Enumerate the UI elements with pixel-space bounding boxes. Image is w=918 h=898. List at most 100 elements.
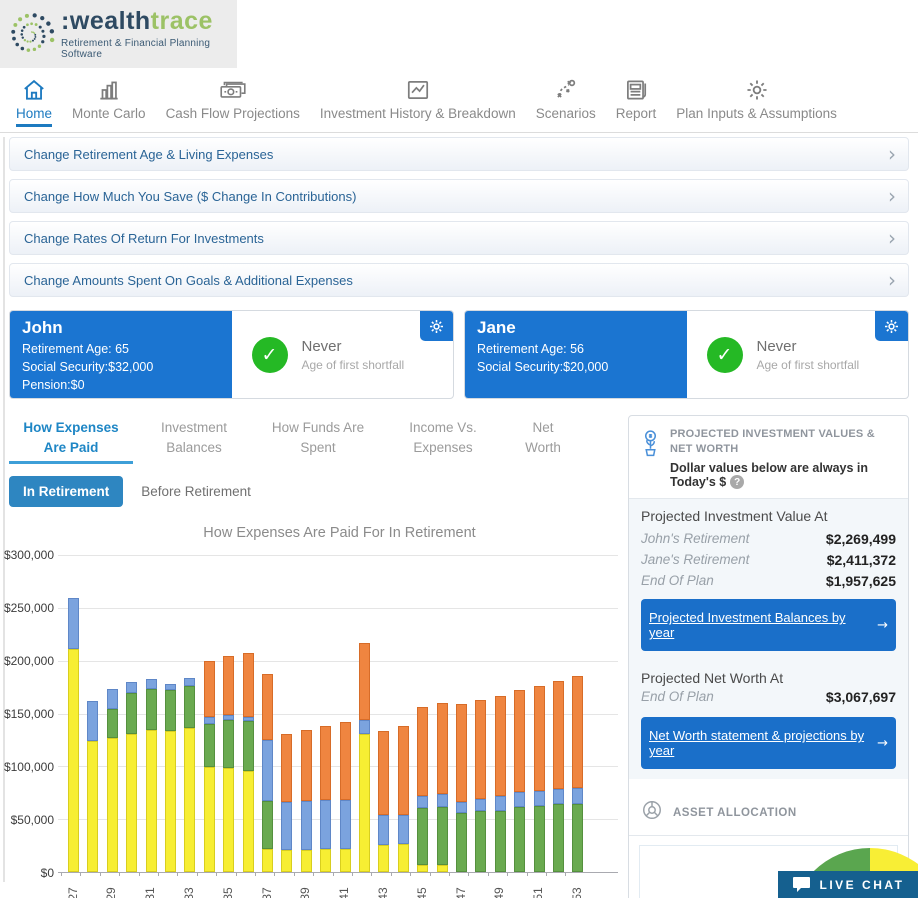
investment-chart-icon	[404, 76, 432, 104]
blue-source-segment	[378, 815, 390, 846]
arrow-right-icon: →	[877, 735, 888, 751]
yellow-source-segment	[87, 741, 99, 873]
nav-item-report[interactable]: Report	[606, 76, 667, 124]
yellow-source-segment	[242, 771, 254, 873]
accordion-row[interactable]: Change Rates Of Return For Investments ›	[9, 221, 909, 255]
blue-source-segment	[533, 791, 545, 807]
stacked-bar-2032	[165, 684, 176, 873]
yellow-source-segment	[223, 768, 235, 873]
before-retirement-button[interactable]: Before Retirement	[141, 484, 251, 500]
orange-source-segment	[553, 681, 564, 790]
tab-investment-balances[interactable]: Investment Balances	[160, 420, 228, 455]
yellow-source-segment	[339, 849, 351, 873]
panel-subtitle: Dollar values below are always in Today'…	[670, 460, 869, 490]
x-tick-label: 2049	[492, 878, 506, 898]
nav-item-home[interactable]: Home	[6, 76, 62, 127]
x-tick	[158, 872, 159, 877]
x-tick	[410, 872, 412, 877]
y-tick-label: $0	[40, 866, 54, 881]
x-tick-label: 2029	[104, 878, 118, 898]
nav-item-monte-carlo[interactable]: Monte Carlo	[62, 76, 156, 124]
person-detail: Retirement Age: 65	[22, 342, 130, 356]
green-source-segment	[145, 689, 157, 731]
arrow-right-icon: →	[877, 617, 888, 633]
y-tick-label: $250,000	[3, 601, 54, 616]
logo-spiral-icon	[11, 13, 55, 52]
live-chat-label: LIVE CHAT	[819, 877, 905, 892]
brand-tagline: Retirement & Financial Planning Software	[61, 37, 211, 60]
green-source-segment	[572, 804, 584, 873]
tab-income-vs-expenses[interactable]: Income Vs. Expenses	[409, 420, 477, 455]
chat-bubble-icon	[792, 876, 811, 893]
nav-item-scenarios[interactable]: Scenarios	[526, 76, 606, 124]
x-tick	[371, 872, 373, 877]
stat-row: Jane's Retirement $2,411,372	[641, 551, 896, 568]
chevron-right-icon: ›	[888, 226, 896, 250]
stacked-bar-2033	[184, 678, 196, 873]
person-settings-gear-icon[interactable]	[875, 311, 908, 341]
yellow-source-segment	[281, 850, 293, 873]
yellow-source-segment	[378, 845, 390, 873]
in-retirement-button[interactable]: In Retirement	[9, 476, 124, 508]
blue-source-segment	[339, 800, 351, 850]
x-tick-label: 2043	[376, 878, 390, 898]
investment-balances-button[interactable]: Projected Investment Balances by year →	[641, 599, 896, 652]
blue-source-segment	[475, 799, 487, 812]
y-tick-label: $150,000	[3, 707, 54, 722]
stacked-bar-2052	[553, 681, 564, 873]
x-tick	[352, 872, 353, 877]
y-tick-label: $50,000	[10, 813, 54, 828]
x-tick	[449, 872, 450, 877]
tab-how-funds-are-spent[interactable]: How Funds Are Spent	[271, 420, 365, 455]
green-source-segment	[436, 807, 448, 866]
stat-row: End Of Plan $1,957,625	[641, 572, 896, 589]
help-icon[interactable]: ?	[730, 475, 745, 490]
stacked-bar-2042	[359, 643, 370, 873]
person-detail: Retirement Age: 56	[477, 342, 585, 356]
accordion-row[interactable]: Change Retirement Age & Living Expenses …	[9, 137, 909, 171]
stacked-bar-2048	[475, 700, 487, 873]
blue-source-segment	[242, 717, 254, 722]
blue-source-segment	[281, 802, 293, 851]
orange-source-segment	[494, 696, 506, 797]
stacked-bar-2045	[417, 707, 429, 873]
yellow-source-segment	[145, 730, 157, 873]
nav-item-investment-history-breakdown[interactable]: Investment History & Breakdown	[310, 76, 526, 124]
x-tick	[138, 872, 140, 877]
tab-net-worth[interactable]: Net Worth	[525, 420, 561, 455]
orange-source-segment	[514, 690, 526, 793]
stacked-bar-2037	[262, 674, 273, 873]
yellow-source-segment	[300, 850, 312, 873]
stacked-bar-2030	[126, 682, 138, 873]
accordion-row[interactable]: Change Amounts Spent On Goals & Addition…	[9, 263, 909, 297]
asset-allocation-header: ASSET ALLOCATION	[629, 785, 908, 837]
orange-source-segment	[456, 704, 467, 803]
y-tick-label: $100,000	[3, 760, 54, 775]
orange-source-segment	[262, 674, 273, 741]
stacked-bar-2038	[281, 734, 293, 873]
person-settings-gear-icon[interactable]	[420, 311, 453, 341]
orange-source-segment	[300, 730, 312, 802]
blue-source-segment	[456, 802, 467, 814]
nav-item-cash-flow-projections[interactable]: Cash Flow Projections	[156, 76, 310, 124]
nav-item-plan-inputs-assumptions[interactable]: Plan Inputs & Assumptions	[666, 76, 847, 124]
stacked-bar-2053	[572, 676, 584, 873]
green-source-segment	[475, 811, 487, 873]
x-tick	[196, 872, 198, 877]
report-icon	[622, 76, 650, 104]
live-chat-button[interactable]: LIVE CHAT	[778, 871, 918, 898]
check-icon: ✓	[706, 336, 743, 373]
net-worth-statement-button[interactable]: Net Worth statement & projections by yea…	[641, 717, 896, 770]
x-tick	[235, 872, 237, 877]
accordion-row[interactable]: Change How Much You Save ($ Change In Co…	[9, 179, 909, 213]
x-tick	[487, 872, 489, 877]
chart-tabs: How Expenses Are Paid Investment Balances…	[0, 412, 624, 465]
orange-source-segment	[572, 676, 584, 789]
blue-source-segment	[553, 789, 564, 805]
green-source-segment	[494, 811, 506, 873]
tab-how-expenses-are-paid[interactable]: How Expenses Are Paid	[9, 412, 133, 465]
blue-source-segment	[106, 689, 118, 710]
person-cards: John Retirement Age: 65 Social Security:$3…	[0, 310, 918, 399]
blue-source-segment	[145, 679, 157, 690]
y-tick-label: $200,000	[3, 654, 54, 669]
